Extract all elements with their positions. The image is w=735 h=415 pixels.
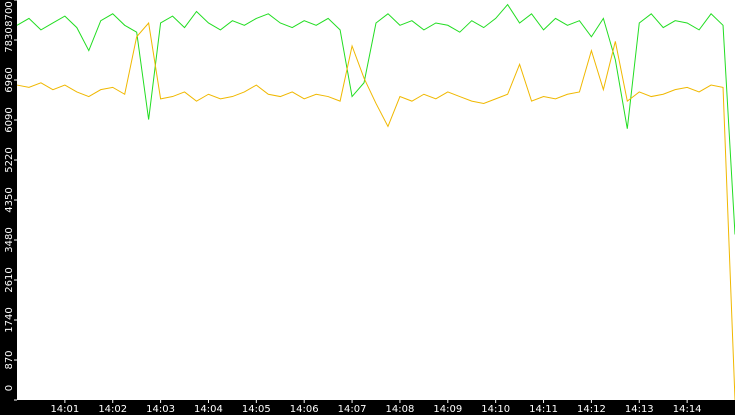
series-line — [16, 21, 735, 401]
series-line — [16, 3, 735, 235]
x-tick-label: 14:04 — [194, 404, 223, 415]
x-tick-label: 14:06 — [290, 404, 319, 415]
y-tick-label: 6960 — [4, 67, 15, 92]
y-tick-label: 1740 — [4, 307, 15, 332]
y-tick-label: 5220 — [4, 147, 15, 172]
x-tick-label: 14:07 — [338, 404, 367, 415]
x-tick-label: 14:02 — [98, 404, 127, 415]
y-tick-label: 6090 — [4, 107, 15, 132]
y-tick-label: 870 — [4, 350, 15, 369]
x-tick-label: 14:10 — [481, 404, 510, 415]
y-tick-label: 7830 — [4, 27, 15, 52]
y-tick-label: 3480 — [4, 227, 15, 252]
x-tick-label: 14:12 — [577, 404, 606, 415]
x-tick-label: 14:01 — [50, 404, 79, 415]
y-tick-label: 4350 — [4, 187, 15, 212]
y-tick-label: 0 — [4, 385, 15, 391]
x-tick-label: 14:13 — [625, 404, 654, 415]
x-tick-label: 14:03 — [146, 404, 175, 415]
x-tick-label: 14:14 — [673, 404, 702, 415]
plot-area — [17, 0, 735, 400]
x-tick-label: 14:09 — [433, 404, 462, 415]
y-tick-label: 2610 — [4, 267, 15, 292]
y-tick-label: 8700 — [4, 1, 15, 26]
x-tick-label: 14:05 — [242, 404, 271, 415]
x-tick-label: 14:08 — [386, 404, 415, 415]
x-tick-label: 14:11 — [529, 404, 558, 415]
